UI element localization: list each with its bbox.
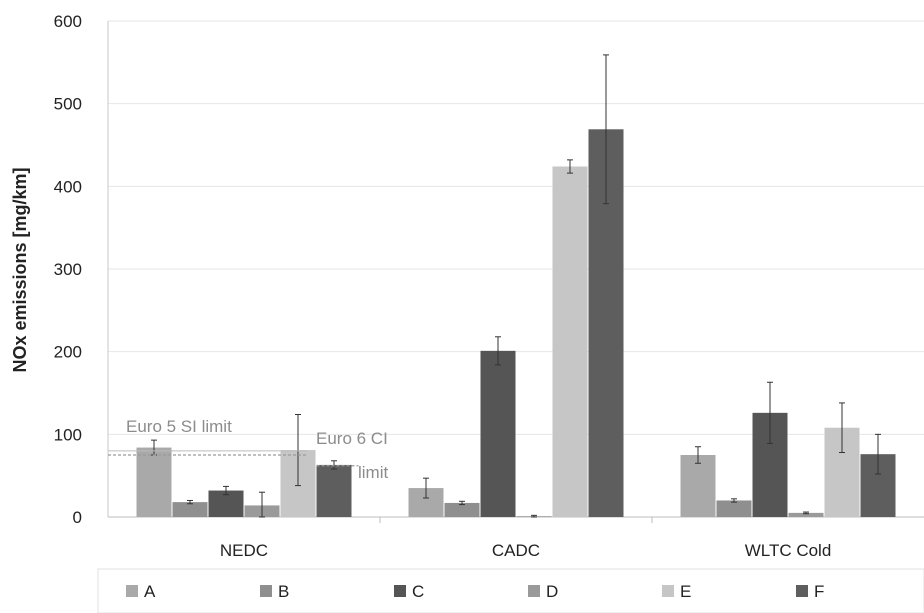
bar	[316, 464, 352, 517]
y-tick-label: 400	[54, 177, 82, 196]
bar	[480, 350, 516, 517]
legend-label: E	[680, 582, 691, 601]
legend-label: B	[278, 582, 289, 601]
reference-lines: Euro 5 SI limit Euro 6 CI limit	[108, 417, 388, 482]
y-axis: 0 100 200 300 400 500 600	[54, 12, 109, 527]
euro5-limit-label: Euro 5 SI limit	[126, 417, 232, 436]
legend: A B C D E F	[126, 582, 824, 601]
legend-swatch	[260, 585, 272, 597]
bar	[680, 455, 716, 517]
y-tick-label: 300	[54, 260, 82, 279]
y-axis-title: NOx emissions [mg/km]	[10, 167, 30, 372]
y-tick-label: 0	[73, 508, 82, 527]
y-tick-label: 100	[54, 425, 82, 444]
bar	[136, 447, 172, 517]
bar	[444, 502, 480, 517]
legend-swatch	[796, 585, 808, 597]
bar	[552, 166, 588, 517]
legend-label: F	[814, 582, 824, 601]
legend-label: A	[144, 582, 156, 601]
bar	[172, 502, 208, 517]
y-tick-label: 500	[54, 95, 82, 114]
legend-swatch	[394, 585, 406, 597]
x-tick-label: CADC	[492, 541, 540, 560]
legend-box	[97, 568, 924, 613]
x-axis: NEDC CADC WLTC Cold	[108, 516, 924, 560]
bar	[788, 512, 824, 517]
x-tick-label: WLTC Cold	[745, 541, 832, 560]
legend-label: C	[412, 582, 424, 601]
error-bars	[151, 54, 881, 518]
y-tick-label: 200	[54, 343, 82, 362]
y-tick-label: 600	[54, 12, 82, 31]
bar	[716, 500, 752, 517]
gridlines	[108, 20, 924, 435]
euro6-limit-label-line1: Euro 6 CI	[316, 429, 388, 448]
legend-swatch	[662, 585, 674, 597]
bars	[136, 129, 896, 517]
euro6-limit-label-line2: limit	[358, 463, 388, 482]
legend-swatch	[528, 585, 540, 597]
x-tick-label: NEDC	[220, 541, 268, 560]
legend-swatch	[126, 585, 138, 597]
legend-label: D	[546, 582, 558, 601]
